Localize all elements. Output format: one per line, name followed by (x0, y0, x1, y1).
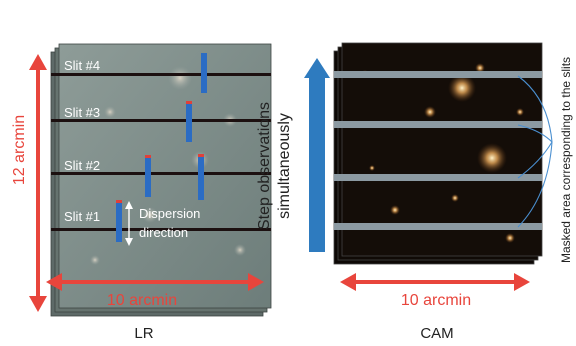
step-arrow-icon (304, 58, 330, 252)
slit-4-label: Slit #4 (64, 58, 100, 73)
mask-callout-lines (517, 75, 553, 228)
spectrum-marker (186, 101, 192, 142)
step-label-line2: simultaneously (276, 113, 293, 219)
slit-1-label: Slit #1 (64, 209, 100, 224)
cam-caption: CAM (420, 325, 453, 342)
spectrum-marker (198, 154, 204, 200)
dispersion-label-line1: Dispersion (139, 206, 200, 221)
mask-label: Masked area corresponding to the slits (559, 57, 573, 263)
spectrum-marker (145, 155, 151, 197)
dispersion-label-line2: direction (139, 225, 188, 240)
lr-image-stack (50, 43, 272, 317)
lr-height-label: 12 arcmin (11, 115, 28, 185)
dispersion-arrow-icon (125, 201, 133, 246)
lr-spectra-markers (116, 53, 207, 242)
step-label-line1: Step observations (256, 102, 273, 230)
spectrum-marker (201, 53, 207, 93)
slit-3-label: Slit #3 (64, 105, 100, 120)
lr-slit-lines (51, 73, 271, 231)
slit-2-label: Slit #2 (64, 158, 100, 173)
lr-width-label: 10 arcmin (107, 292, 177, 309)
cam-width-label: 10 arcmin (401, 292, 471, 309)
cam-width-arrow-icon (340, 273, 530, 291)
spectrum-marker (116, 200, 122, 242)
lr-width-arrow-icon (46, 273, 264, 291)
lr-caption: LR (134, 325, 153, 342)
lr-height-arrow-icon (29, 54, 47, 312)
cam-mask-bands (334, 71, 542, 230)
